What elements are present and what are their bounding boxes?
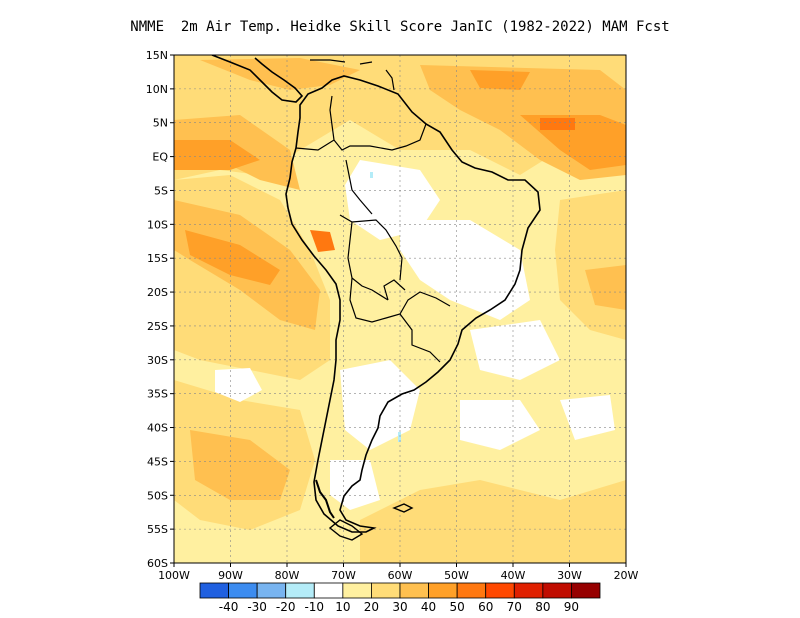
lon-label: 70W [331,569,356,582]
lon-label: 30W [557,569,582,582]
colorbar-swatch [399,582,429,599]
colorbar-label: 50 [450,600,465,614]
lon-label: 100W [158,569,190,582]
colorbar-swatch [428,582,458,599]
shading-clear-patag [330,460,380,510]
map-title: NMME 2m Air Temp. Heidke Skill Score Jan… [130,19,670,35]
shading-negative-spot [370,172,373,178]
lat-label: 60S [147,557,168,570]
shading-50-equator [174,140,260,170]
falklands [392,503,414,513]
lat-label: 25S [147,320,168,333]
lon-label: 50W [444,569,469,582]
lat-label: 45S [147,455,168,468]
lat-label: 10S [147,218,168,231]
gridlines [174,55,626,563]
colorbar-label: 40 [421,600,436,614]
colorbar-swatch [485,582,515,599]
colorbar-label: 70 [507,600,522,614]
colorbar-swatch [256,582,287,599]
colorbar-label: 30 [392,600,407,614]
lon-label: 40W [501,569,526,582]
shading-clear-atl3 [560,395,615,440]
colorbar-label: -20 [276,600,296,614]
lat-label: 15N [146,49,168,62]
colorbar-label: 80 [535,600,550,614]
shading-40-south [190,430,290,500]
latitude-labels: 15N 10N 5N EQ 5S 10S 15S 20S 25S 30S 35S 40S 45S 50S 5… [146,49,174,570]
shading-60-atl [540,118,575,130]
lon-label: 80W [275,569,300,582]
lat-label: 30S [147,354,168,367]
lat-label: 5S [154,184,168,197]
south-america-coast [285,75,541,533]
colorbar-swatch [371,582,401,599]
colorbar-label: -30 [247,600,267,614]
shading-clear-brazil [400,220,530,320]
lat-label: 15S [147,252,168,265]
colorbar-swatch [285,582,315,599]
colorbar-swatch [313,582,344,599]
colorbar-label: 20 [364,600,379,614]
lat-label: 50S [147,489,168,502]
colorbar-swatch [456,582,487,599]
colorbar-label: -10 [304,600,324,614]
colorbar-label: 10 [335,600,350,614]
shading-clear-atl1 [470,320,560,380]
shading-30-southatl [360,480,626,563]
colorbar-swatch [513,582,544,599]
colorbar-swatch [571,582,601,599]
shading-negative-spot [398,432,401,442]
colorbar-label: 90 [564,600,579,614]
central-america-coast [211,55,304,103]
lat-label: 10N [146,83,168,96]
lat-label: 5N [153,117,168,130]
shading-60-andes [310,230,335,252]
lat-label: 55S [147,523,168,536]
colorbar: -40 -30 -20 -10 10 20 30 40 50 60 70 80 90 [199,582,601,614]
lat-label: 35S [147,388,168,401]
shading-50-peru [185,230,280,285]
shading-40-eastatl [585,265,626,310]
colorbar-swatch [542,582,572,599]
chile-islands [315,479,335,519]
lon-label: 60W [388,569,413,582]
colorbar-label: 60 [478,600,493,614]
shading-clear-atl2 [460,400,540,450]
lat-label: EQ [152,151,168,164]
lon-label: 20W [614,569,639,582]
coastlines [211,55,541,541]
longitude-labels: 100W 90W 80W 70W 60W 50W 40W 30W 20W [158,563,639,582]
tierra-del-fuego [328,519,364,541]
lon-label: 90W [218,569,243,582]
country-borders [295,95,451,363]
lat-label: 40S [147,422,168,435]
caribbean-islands [310,59,395,91]
colorbar-label: -40 [219,600,239,614]
colorbar-swatch [199,582,229,599]
shading-50-north [470,70,530,90]
colorbar-swatch [342,582,372,599]
colorbar-swatch [228,582,258,599]
lat-label: 20S [147,286,168,299]
